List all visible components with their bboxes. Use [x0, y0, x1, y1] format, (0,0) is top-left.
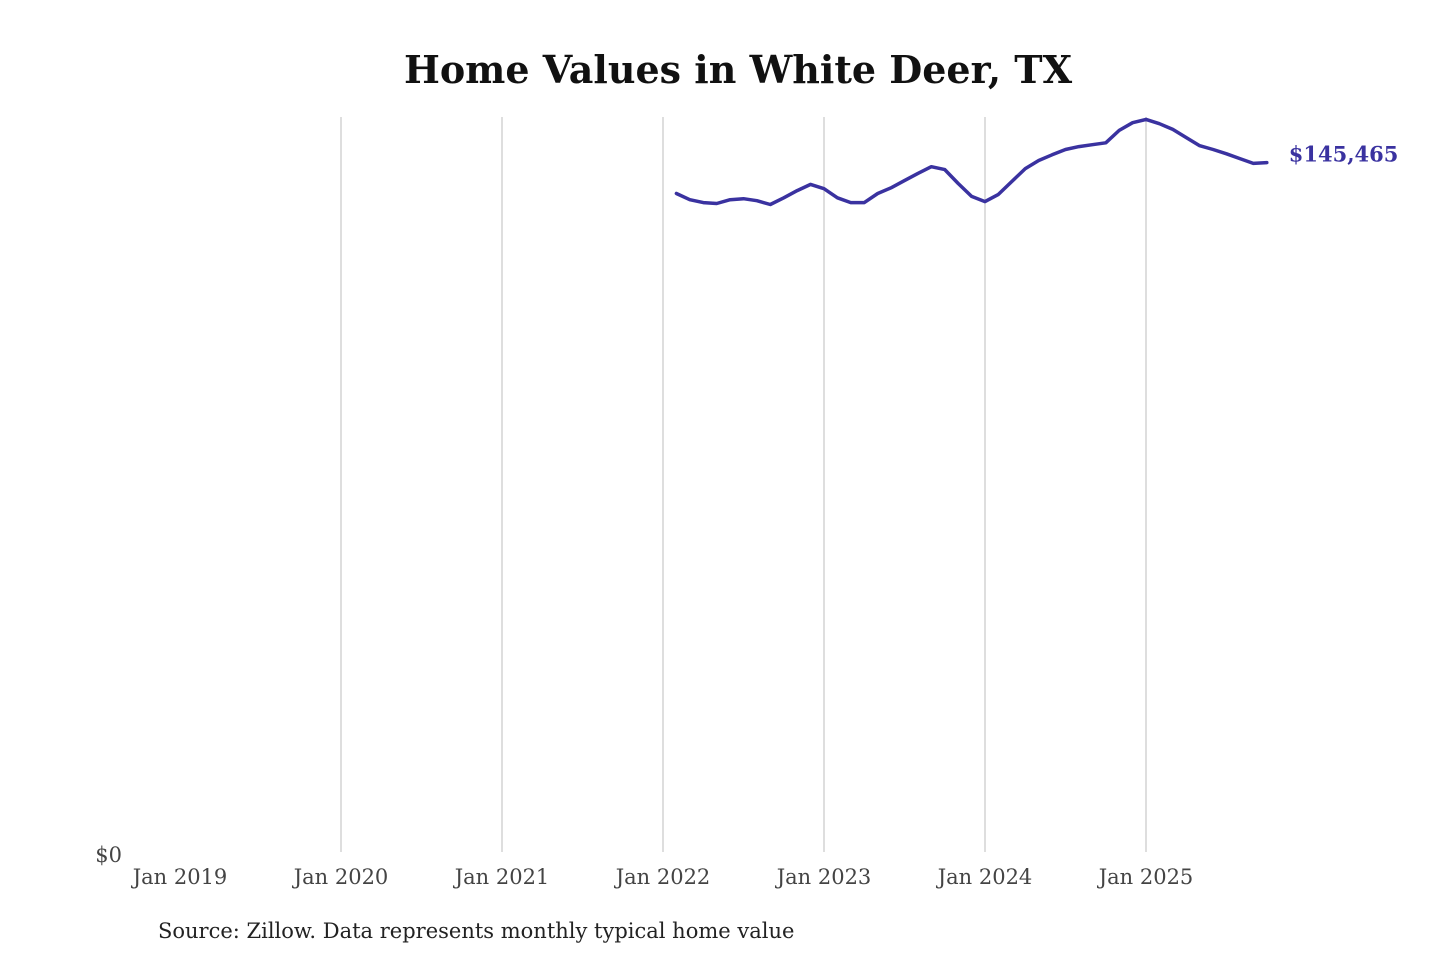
- x-tick-label: Jan 2021: [453, 865, 550, 889]
- x-tick-label: Jan 2022: [614, 865, 711, 889]
- chart-title: Home Values in White Deer, TX: [404, 47, 1073, 92]
- end-value-label: $145,465: [1289, 142, 1399, 167]
- gridlines: [340, 117, 1147, 852]
- series-line-home-value: [674, 117, 1269, 207]
- x-tick-label: Jan 2023: [775, 865, 872, 889]
- source-note: Source: Zillow. Data represents monthly …: [158, 919, 794, 943]
- x-tick-label: Jan 2020: [292, 865, 389, 889]
- x-tick-label: Jan 2024: [936, 865, 1033, 889]
- y-tick-label: $0: [95, 843, 122, 867]
- x-tick-label: Jan 2019: [131, 865, 228, 889]
- x-tick-label: Jan 2025: [1097, 865, 1194, 889]
- x-axis-ticks: Jan 2019 Jan 2020 Jan 2021 Jan 2022 Jan 2023…: [131, 865, 1194, 889]
